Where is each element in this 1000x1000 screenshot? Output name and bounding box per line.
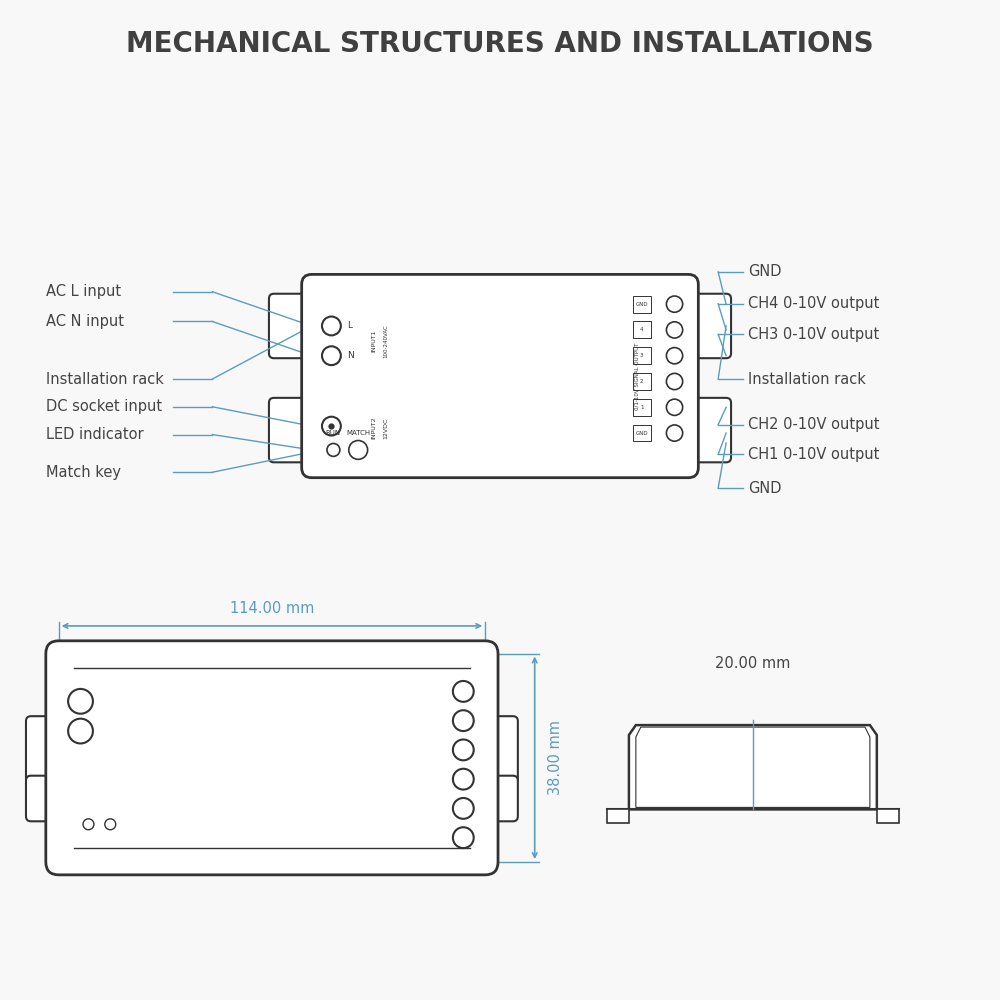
Text: MATCH: MATCH: [346, 430, 370, 436]
Text: MECHANICAL STRUCTURES AND INSTALLATIONS: MECHANICAL STRUCTURES AND INSTALLATIONS: [126, 30, 874, 58]
FancyBboxPatch shape: [633, 321, 651, 338]
Circle shape: [327, 443, 340, 456]
FancyBboxPatch shape: [480, 716, 518, 784]
Circle shape: [349, 440, 368, 459]
FancyBboxPatch shape: [633, 347, 651, 364]
Circle shape: [322, 317, 341, 335]
Text: LED indicator: LED indicator: [46, 427, 143, 442]
Circle shape: [68, 689, 93, 714]
Text: 20.00 mm: 20.00 mm: [715, 656, 791, 671]
Text: 3: 3: [640, 353, 644, 358]
FancyBboxPatch shape: [480, 776, 518, 821]
Text: GND: GND: [748, 264, 781, 279]
Circle shape: [83, 819, 94, 830]
Text: AC N input: AC N input: [46, 314, 124, 329]
Text: 38.00 mm: 38.00 mm: [548, 720, 563, 795]
Circle shape: [666, 296, 683, 312]
Circle shape: [666, 425, 683, 441]
Circle shape: [105, 819, 116, 830]
Text: 12VDC: 12VDC: [383, 417, 388, 439]
Text: AC L input: AC L input: [46, 284, 121, 299]
Circle shape: [666, 322, 683, 338]
FancyBboxPatch shape: [302, 274, 698, 478]
Text: CH3 0-10V output: CH3 0-10V output: [748, 327, 879, 342]
Text: 1: 1: [640, 405, 644, 410]
FancyBboxPatch shape: [633, 373, 651, 390]
Text: 2: 2: [640, 379, 644, 384]
Text: 0/1-10V SIGNAL OUTPUT: 0/1-10V SIGNAL OUTPUT: [634, 342, 639, 410]
FancyBboxPatch shape: [46, 641, 498, 875]
Text: CH1 0-10V output: CH1 0-10V output: [748, 447, 879, 462]
Circle shape: [666, 348, 683, 364]
Text: CH2 0-10V output: CH2 0-10V output: [748, 417, 879, 432]
Text: L: L: [347, 321, 352, 330]
Text: 4: 4: [640, 327, 644, 332]
Circle shape: [453, 681, 474, 702]
Text: 100-240VAC: 100-240VAC: [383, 324, 388, 358]
Circle shape: [68, 719, 93, 743]
Text: DC socket input: DC socket input: [46, 399, 162, 414]
Circle shape: [453, 798, 474, 819]
Bar: [607, 809, 629, 823]
FancyBboxPatch shape: [633, 399, 651, 416]
Circle shape: [453, 739, 474, 760]
PathPatch shape: [636, 727, 870, 807]
Text: INPUT1: INPUT1: [371, 330, 376, 352]
Circle shape: [453, 827, 474, 848]
Text: INPUT2: INPUT2: [371, 417, 376, 439]
FancyBboxPatch shape: [26, 716, 64, 784]
Text: GND: GND: [635, 302, 648, 307]
PathPatch shape: [629, 725, 877, 809]
Circle shape: [453, 710, 474, 731]
FancyBboxPatch shape: [269, 294, 317, 358]
Bar: [877, 809, 899, 823]
Text: GND: GND: [635, 431, 648, 436]
Text: Installation rack: Installation rack: [46, 372, 164, 387]
Text: GND: GND: [748, 481, 781, 496]
Circle shape: [322, 346, 341, 365]
FancyBboxPatch shape: [683, 398, 731, 462]
Text: 114.00 mm: 114.00 mm: [230, 601, 314, 616]
Text: RUN: RUN: [326, 430, 341, 436]
FancyBboxPatch shape: [269, 398, 317, 462]
FancyBboxPatch shape: [633, 425, 651, 441]
FancyBboxPatch shape: [26, 776, 64, 821]
Circle shape: [666, 373, 683, 390]
Circle shape: [666, 399, 683, 415]
Circle shape: [453, 769, 474, 790]
Circle shape: [322, 417, 341, 436]
FancyBboxPatch shape: [683, 294, 731, 358]
Text: N: N: [347, 351, 354, 360]
FancyBboxPatch shape: [633, 296, 651, 313]
Text: Installation rack: Installation rack: [748, 372, 866, 387]
Text: CH4 0-10V output: CH4 0-10V output: [748, 296, 879, 311]
Text: Match key: Match key: [46, 465, 121, 480]
